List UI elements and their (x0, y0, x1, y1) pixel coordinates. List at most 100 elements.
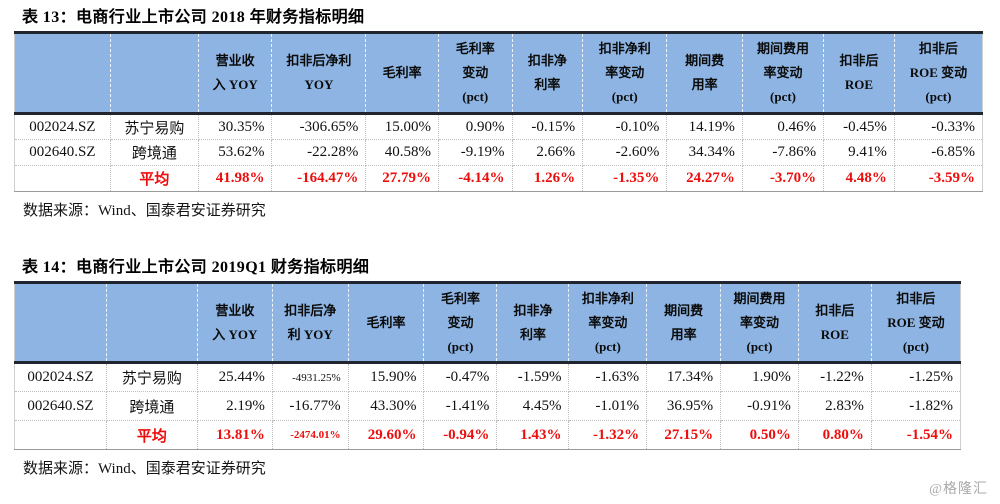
average-row: 平均 41.98% -164.47% 27.79% -4.14% 1.26% -1.35% 2… (14, 165, 983, 192)
stock-code-cell: 002024.SZ (14, 362, 107, 392)
value-cell: -1.63% (568, 362, 648, 392)
header-cell: 扣非后 ROE (823, 32, 895, 115)
value-cell: -22.28% (271, 139, 367, 166)
value-cell: -1.22% (798, 362, 872, 392)
value-cell: 13.81% (197, 420, 273, 450)
value-cell: 15.00% (365, 113, 439, 140)
header-cell: 扣非后 ROE 变动 (pct) (894, 32, 983, 115)
value-cell: 1.90% (720, 362, 799, 392)
value-cell: 25.44% (197, 362, 273, 392)
value-cell: 4.45% (496, 391, 570, 421)
header-cell: 扣非净 利率 (496, 282, 570, 364)
header-cell: 扣非后 ROE (798, 282, 872, 364)
value-cell: 2.83% (798, 391, 872, 421)
header-row: 营业收 入 YOY 扣非后净利 YOY 毛利率 毛利率 变动 (pct) 扣非净 利率扣… (14, 32, 983, 115)
table-row: 002024.SZ 苏宁易购 30.35% -306.65% 15.00% 0.90% -0… (14, 113, 983, 140)
value-cell: 30.35% (198, 113, 273, 140)
value-cell: -0.33% (894, 113, 983, 140)
header-cell: 扣非净利 率变动 (pct) (582, 32, 668, 115)
value-cell: 1.43% (496, 420, 570, 450)
header-cell (106, 282, 198, 364)
company-name-cell: 苏宁易购 (110, 113, 199, 140)
value-cell: 4.48% (823, 165, 895, 192)
header-cell: 扣非后净利 YOY (271, 32, 367, 115)
header-cell: 毛利率 变动 (pct) (438, 32, 513, 115)
header-cell: 营业收 入 YOY (197, 282, 273, 364)
header-cell (110, 32, 199, 115)
value-cell: -7.86% (742, 139, 825, 166)
header-row: 营业收 入 YOY 扣非后净 利 YOY 毛利率 毛利率 变动 (pct) 扣非净 利率… (14, 282, 961, 364)
table-13-title: 表 13：电商行业上市公司 2018 年财务指标明细 (22, 9, 365, 26)
table-13-financial-metrics-2018: 营业收 入 YOY 扣非后净利 YOY 毛利率 毛利率 变动 (pct) 扣非净 利率扣… (14, 31, 983, 192)
header-cell: 期间费用 率变动 (pct) (720, 282, 799, 364)
table-14-source: 数据来源：Wind、国泰君安证券研究 (23, 461, 266, 477)
value-cell: 0.80% (798, 420, 872, 450)
value-cell: 53.62% (198, 139, 273, 166)
company-name-cell: 平均 (110, 165, 199, 192)
header-cell: 扣非净 利率 (512, 32, 584, 115)
value-cell: -1.01% (568, 391, 648, 421)
average-row: 平均 13.81% -2474.01% 29.60% -0.94% 1.43% -1.32%… (14, 420, 961, 450)
value-cell: -306.65% (271, 113, 367, 140)
header-cell: 扣非后 ROE 变动 (pct) (871, 282, 961, 364)
value-cell: -1.82% (871, 391, 961, 421)
header-cell: 期间费用 率变动 (pct) (742, 32, 825, 115)
value-cell: 14.19% (666, 113, 743, 140)
value-cell: 36.95% (646, 391, 722, 421)
watermark: @格隆汇 (929, 482, 988, 497)
value-cell: 27.79% (365, 165, 439, 192)
stock-code-cell: 002640.SZ (14, 139, 111, 166)
value-cell: -2.60% (582, 139, 668, 166)
header-cell: 毛利率 (365, 32, 439, 115)
table-13-source: 数据来源：Wind、国泰君安证券研究 (23, 203, 266, 219)
value-cell: -0.47% (423, 362, 498, 392)
table-14-title: 表 14：电商行业上市公司 2019Q1 财务指标明细 (22, 259, 370, 276)
value-cell: 9.41% (823, 139, 895, 166)
value-cell: 27.15% (646, 420, 722, 450)
table-row: 002024.SZ 苏宁易购 25.44% -4931.25% 15.90% -0.47%… (14, 362, 961, 392)
value-cell: 2.66% (512, 139, 584, 166)
company-name-cell: 苏宁易购 (106, 362, 198, 392)
table-13-section: 表 13：电商行业上市公司 2018 年财务指标明细 营业收 入 YOY 扣非后净… (14, 8, 985, 221)
value-cell: -164.47% (271, 165, 367, 192)
value-cell: 0.90% (438, 113, 513, 140)
value-cell: -4.14% (438, 165, 513, 192)
value-cell: 15.90% (348, 362, 425, 392)
value-cell: -6.85% (894, 139, 983, 166)
value-cell: 1.26% (512, 165, 584, 192)
value-cell: -1.41% (423, 391, 498, 421)
table-14-financial-metrics-2019q1: 营业收 入 YOY 扣非后净 利 YOY 毛利率 毛利率 变动 (pct) 扣非净 利率… (14, 281, 961, 450)
value-cell: -0.94% (423, 420, 498, 450)
company-name-cell: 跨境通 (110, 139, 199, 166)
table-row: 002640.SZ 跨境通 53.62% -22.28% 40.58% -9.19% 2.6… (14, 139, 983, 166)
header-cell: 毛利率 变动 (pct) (423, 282, 498, 364)
stock-code-cell: 002640.SZ (14, 391, 107, 421)
header-cell (14, 282, 107, 364)
value-cell: 0.46% (742, 113, 825, 140)
value-cell: -1.54% (871, 420, 961, 450)
header-cell: 毛利率 (348, 282, 425, 364)
value-cell: -0.15% (512, 113, 584, 140)
header-cell: 扣非后净 利 YOY (272, 282, 349, 364)
table-14-section: 表 14：电商行业上市公司 2019Q1 财务指标明细 营业收 入 YOY 扣非后… (14, 258, 985, 479)
company-name-cell: 平均 (106, 420, 198, 450)
value-cell: -0.45% (823, 113, 895, 140)
header-cell: 期间费 用率 (666, 32, 743, 115)
value-cell: -0.91% (720, 391, 799, 421)
value-cell: 29.60% (348, 420, 425, 450)
value-cell: -1.32% (568, 420, 648, 450)
header-cell: 期间费 用率 (646, 282, 722, 364)
value-cell: -3.70% (742, 165, 825, 192)
value-cell: -1.59% (496, 362, 570, 392)
header-cell: 营业收 入 YOY (198, 32, 273, 115)
stock-code-cell (14, 165, 111, 192)
value-cell: -1.35% (582, 165, 668, 192)
value-cell: -4931.25% (272, 362, 349, 392)
value-cell: 40.58% (365, 139, 439, 166)
company-name-cell: 跨境通 (106, 391, 198, 421)
value-cell: -1.25% (871, 362, 961, 392)
header-cell (14, 32, 111, 115)
value-cell: 34.34% (666, 139, 743, 166)
value-cell: 0.50% (720, 420, 799, 450)
